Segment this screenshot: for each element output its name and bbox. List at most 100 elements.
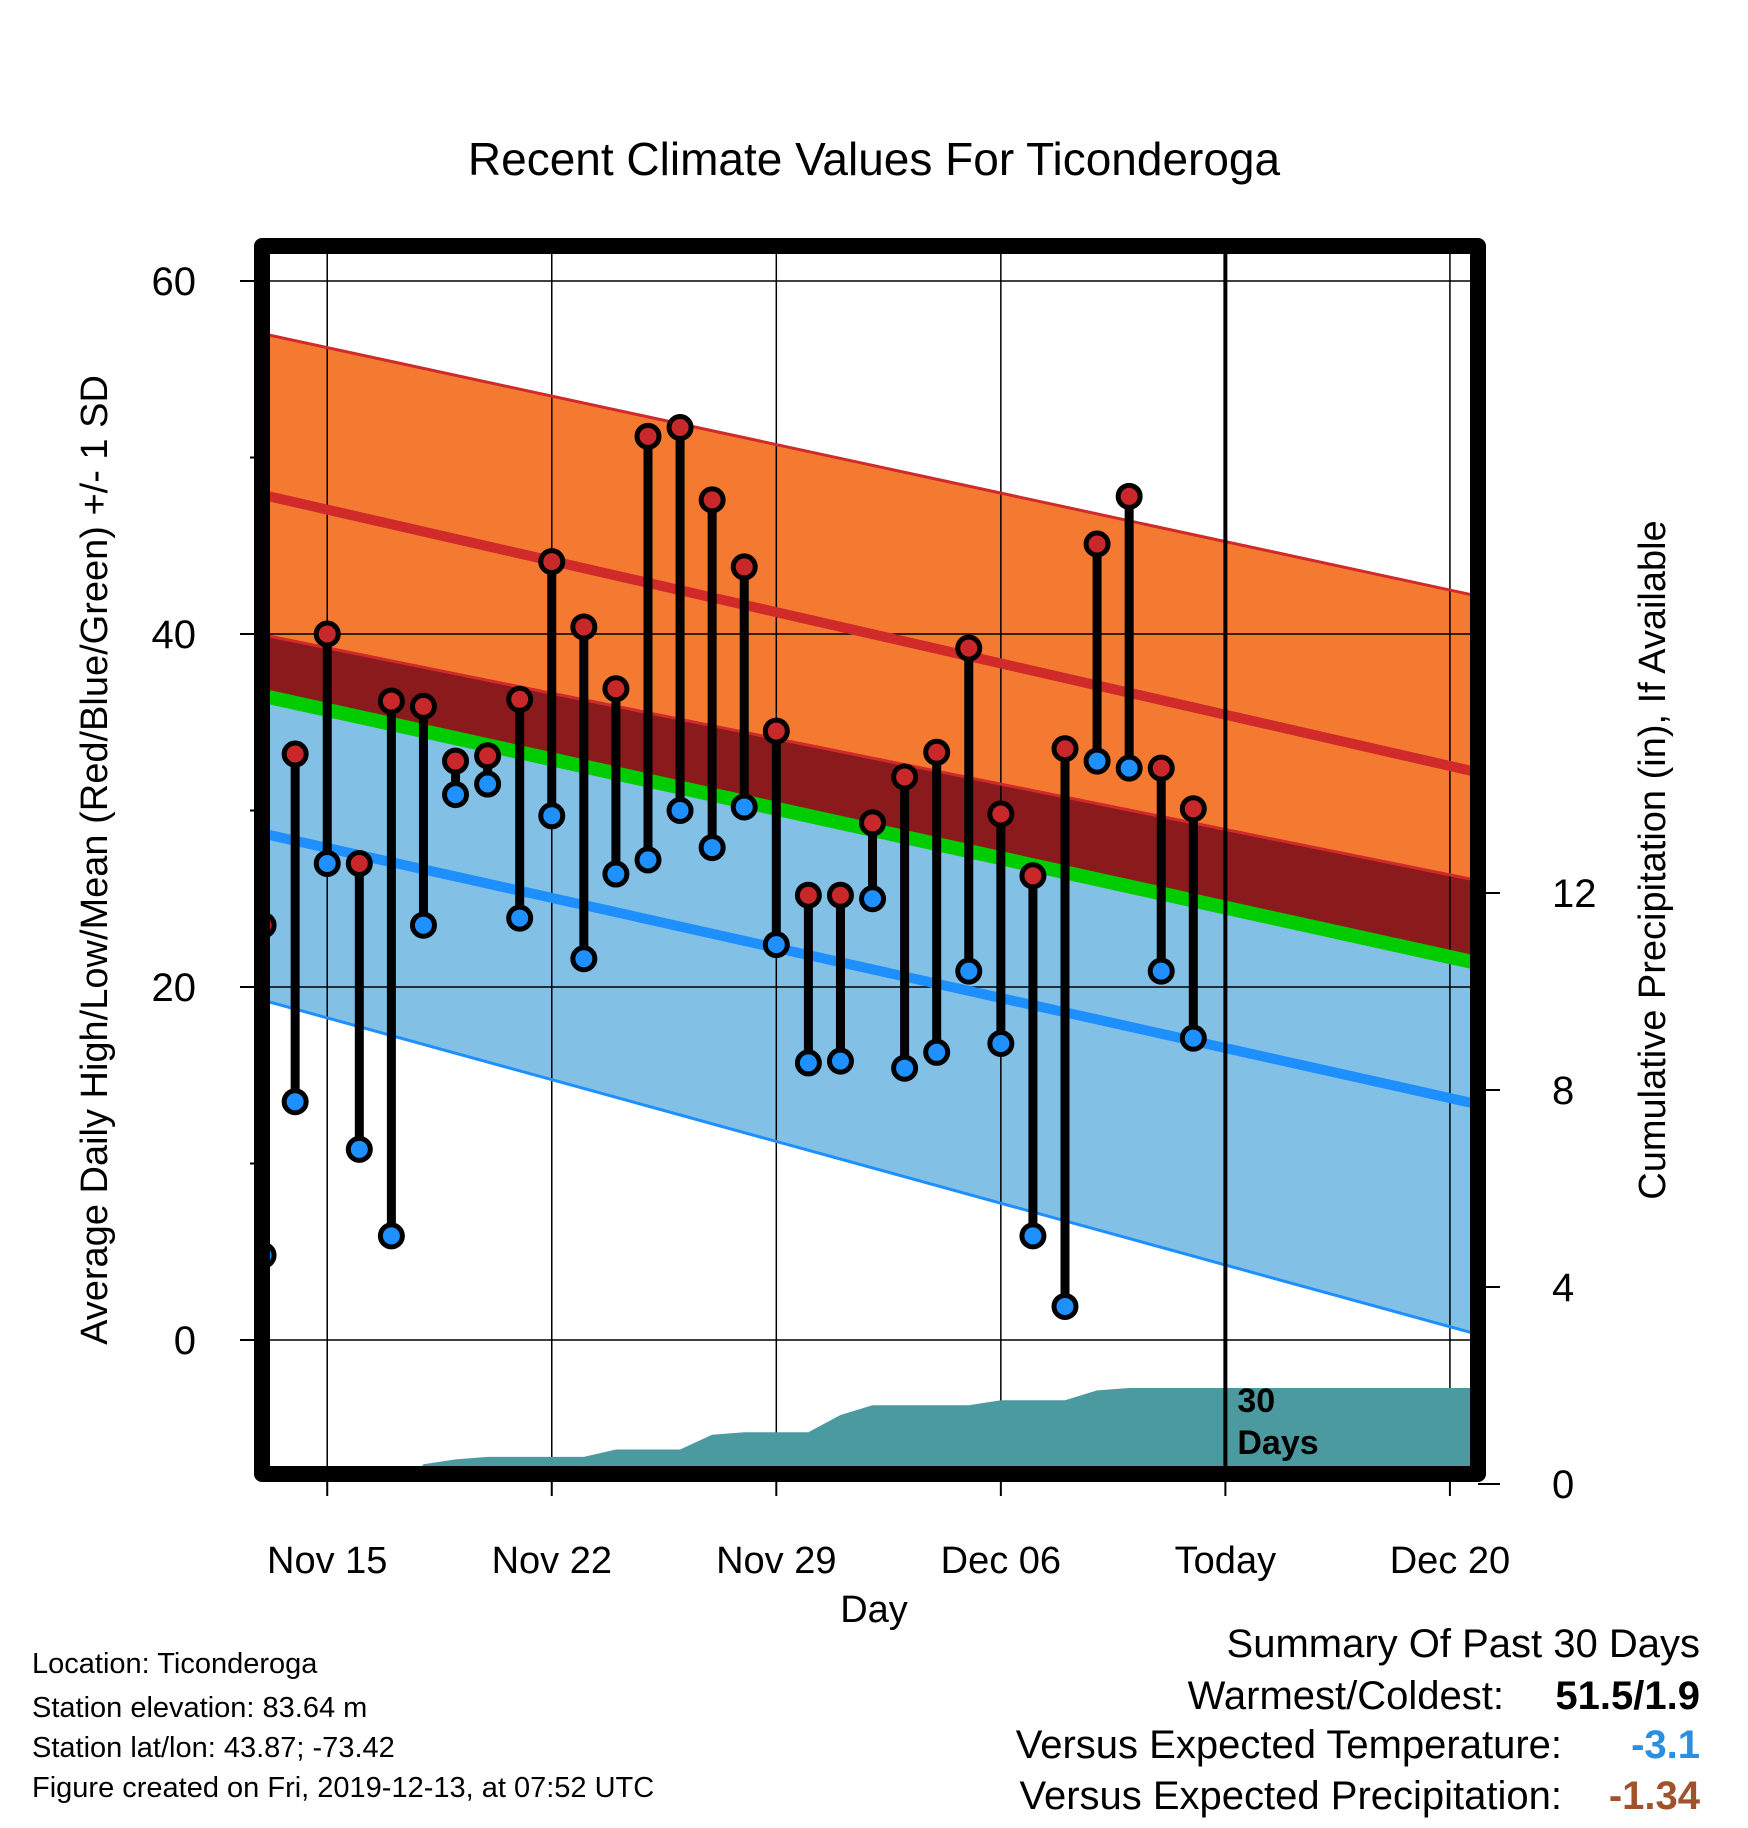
obs-low-point	[281, 1088, 309, 1116]
y-axis-label: Average Daily High/Low/Mean (Red/Blue/Gr…	[74, 375, 116, 1345]
obs-high-point	[570, 613, 598, 641]
obs-high-point	[891, 763, 919, 791]
location-text: Location: Ticonderoga	[32, 1648, 318, 1680]
obs-high-point	[859, 809, 887, 837]
obs-low-point	[891, 1054, 919, 1082]
y2-axis-label: Cumulative Precipitation (in), If Availa…	[1632, 520, 1674, 1199]
obs-low-point	[634, 846, 662, 874]
obs-low-point	[345, 1135, 373, 1163]
precip-area	[415, 1387, 1478, 1474]
obs-high-point	[666, 413, 694, 441]
low-minus-sd-line	[262, 998, 1478, 1337]
low-sd-band	[262, 693, 1478, 1335]
chart-title: Recent Climate Values For Ticonderoga	[468, 133, 1281, 185]
obs-high-point	[345, 849, 373, 877]
summary-heading: Summary Of Past 30 Days	[1226, 1622, 1700, 1666]
obs-high-point	[698, 486, 726, 514]
obs-low-point	[1115, 754, 1143, 782]
obs-low-point	[506, 904, 534, 932]
x-tick-label: Nov 15	[267, 1540, 387, 1582]
obs-high-point	[1083, 530, 1111, 558]
elevation-text: Station elevation: 83.64 m	[32, 1692, 368, 1724]
x-tick-label: Dec 06	[941, 1540, 1061, 1582]
latlon-text: Station lat/lon: 43.87; -73.42	[32, 1732, 395, 1764]
obs-low-point	[1019, 1222, 1047, 1250]
mean-line	[262, 688, 1478, 971]
obs-high-point	[1147, 754, 1175, 782]
high-sd-band	[262, 333, 1478, 881]
x-axis-label: Day	[840, 1589, 908, 1631]
obs-high-point	[409, 692, 437, 720]
obs-low-point	[377, 1222, 405, 1250]
obs-low-point	[859, 885, 887, 913]
y-tick-label: 20	[152, 966, 197, 1010]
obs-low-point	[570, 945, 598, 973]
temp-value: -3.1	[1631, 1723, 1700, 1767]
high-minus-sd-line	[262, 633, 1478, 883]
obs-low-point	[762, 931, 790, 959]
obs-high-point	[634, 422, 662, 450]
obs-high-point	[281, 740, 309, 768]
obs-low-point	[1083, 747, 1111, 775]
y-tick-label: 40	[152, 613, 197, 657]
plot-area: 30 Days 0 20 40 60 0 4 8 12 Nov 15 Nov 22 Nov 29 Dec …	[152, 238, 1597, 1582]
x-tick-label: Nov 22	[492, 1540, 612, 1582]
obs-high-point	[923, 738, 951, 766]
obs-high-point	[1019, 862, 1047, 890]
obs-high-point	[602, 675, 630, 703]
precip-value: -1.34	[1608, 1774, 1700, 1818]
obs-high-point	[1115, 482, 1143, 510]
obs-low-point	[602, 860, 630, 888]
obs-high-point	[377, 687, 405, 715]
obs-high-point	[538, 548, 566, 576]
obs-low-point	[955, 957, 983, 985]
obs-high-point	[474, 742, 502, 770]
temp-label: Versus Expected Temperature:	[1015, 1723, 1562, 1767]
obs-low-point	[442, 781, 470, 809]
y2-tick-label: 12	[1552, 872, 1597, 916]
obs-low-point	[826, 1047, 854, 1075]
obs-low-point	[538, 802, 566, 830]
x-tick-label: Nov 29	[716, 1540, 836, 1582]
y2-tick-label: 8	[1552, 1069, 1574, 1113]
y-tick-label: 0	[174, 1319, 196, 1363]
warm-cold-value: 51.5/1.9	[1555, 1674, 1700, 1718]
warm-cold-label: Warmest/Coldest:	[1187, 1674, 1504, 1718]
obs-high-point	[826, 881, 854, 909]
obs-high-point	[987, 800, 1015, 828]
x-tick-label: Dec 20	[1390, 1540, 1510, 1582]
obs-low-point	[313, 849, 341, 877]
today-days-number: 30	[1237, 1382, 1275, 1420]
obs-high-point	[506, 685, 534, 713]
y2-tick-label: 4	[1552, 1266, 1574, 1310]
plot-inner: 30 Days	[262, 246, 1478, 1474]
precip-label: Versus Expected Precipitation:	[1019, 1774, 1562, 1818]
obs-low-point	[1147, 957, 1175, 985]
obs-high-point	[1179, 795, 1207, 823]
obs-low-point	[923, 1038, 951, 1066]
obs-low-point	[474, 770, 502, 798]
obs-low-point	[698, 834, 726, 862]
x-tick-label: Today	[1175, 1540, 1276, 1582]
obs-high-point	[762, 717, 790, 745]
obs-high-point	[1051, 735, 1079, 763]
y-tick-label: 60	[152, 260, 197, 304]
obs-low-point	[1051, 1292, 1079, 1320]
obs-high-point	[730, 553, 758, 581]
high-plus-sd-line	[262, 331, 1478, 598]
obs-low-point	[1179, 1024, 1207, 1052]
obs-high-point	[313, 620, 341, 648]
today-days-word: Days	[1237, 1424, 1318, 1462]
obs-high-point	[794, 881, 822, 909]
obs-low-point	[730, 793, 758, 821]
obs-high-point	[955, 634, 983, 662]
high-mean-line	[262, 489, 1478, 778]
overlap-band	[262, 634, 1478, 960]
y2-tick-label: 0	[1552, 1463, 1574, 1507]
obs-low-point	[794, 1049, 822, 1077]
obs-low-point	[666, 797, 694, 824]
obs-high-point	[442, 747, 470, 775]
created-text: Figure created on Fri, 2019-12-13, at 07…	[32, 1772, 655, 1804]
obs-low-point	[987, 1029, 1015, 1057]
